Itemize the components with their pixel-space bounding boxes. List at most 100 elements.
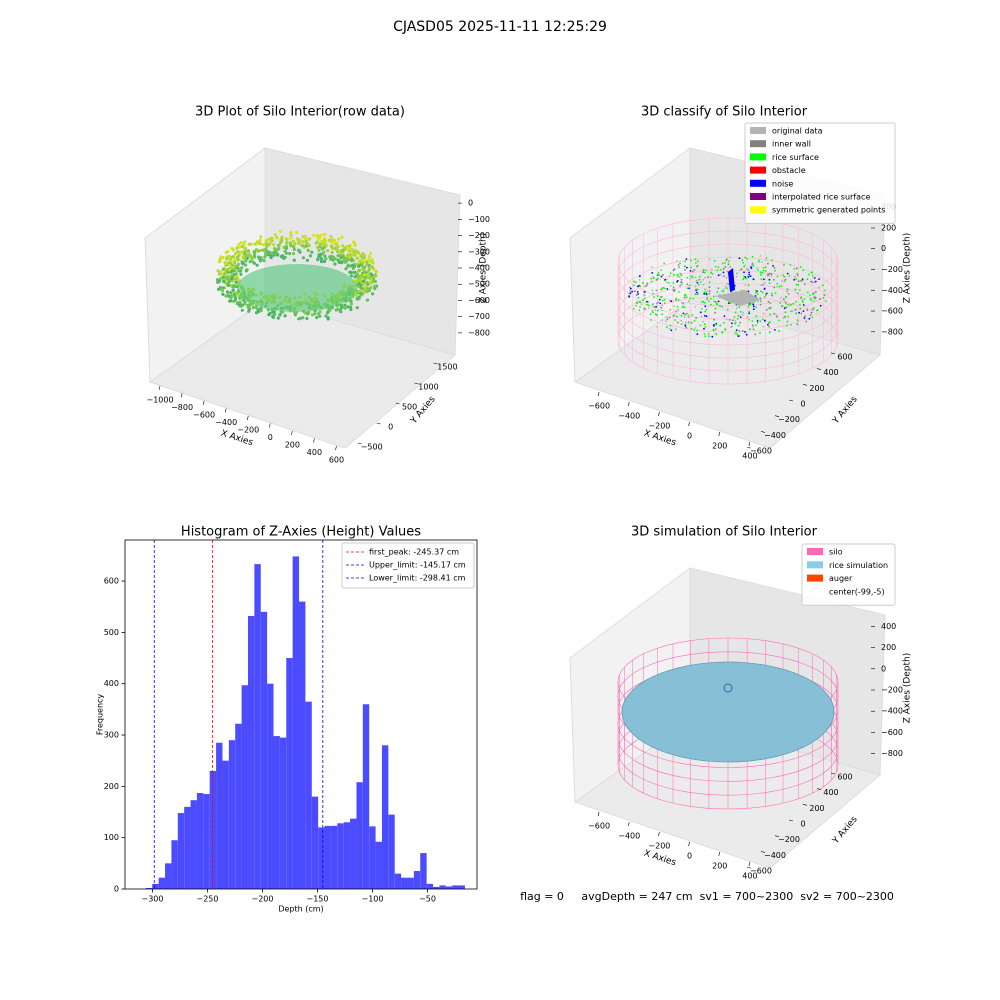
- x-tick-label: −400: [618, 832, 640, 841]
- cloud-point: [251, 256, 255, 260]
- cloud-point: [714, 311, 716, 314]
- cloud-point: [759, 320, 762, 323]
- bar: [413, 871, 421, 889]
- cloud-point: [810, 311, 813, 314]
- cloud-point: [714, 328, 717, 331]
- cloud-point: [725, 258, 728, 260]
- cloud-point: [738, 324, 740, 327]
- cloud-point: [738, 330, 741, 332]
- y-tick-label: 600: [837, 352, 852, 361]
- cloud-point: [759, 332, 761, 334]
- cloud-point: [639, 306, 641, 308]
- cloud-point: [790, 324, 792, 326]
- cloud-point: [782, 298, 785, 300]
- bar: [337, 823, 344, 889]
- cloud-point: [373, 273, 377, 277]
- cloud-point: [339, 306, 343, 310]
- cloud-point: [773, 278, 775, 281]
- cloud-point: [634, 281, 637, 284]
- cloud-point: [694, 327, 697, 329]
- cloud-point: [667, 281, 670, 284]
- cloud-point: [774, 292, 777, 294]
- cloud-point: [337, 237, 341, 241]
- cloud-point: [317, 236, 321, 240]
- cloud-point: [234, 280, 238, 284]
- cloud-point: [748, 271, 750, 274]
- cloud-point: [705, 269, 708, 272]
- cloud-point: [276, 316, 280, 320]
- cloud-point: [229, 299, 233, 303]
- cloud-point: [632, 307, 635, 310]
- cloud-point: [688, 300, 690, 303]
- cloud-point: [315, 233, 319, 238]
- x-tick-label: 600: [329, 456, 344, 465]
- cloud-point: [273, 233, 277, 237]
- cloud-point: [322, 259, 327, 264]
- cloud-point: [663, 302, 666, 305]
- cloud-point: [704, 276, 706, 279]
- cloud-point: [705, 309, 708, 311]
- cloud-point: [722, 267, 725, 270]
- legend-box: [801, 543, 896, 606]
- cloud-point: [256, 255, 261, 259]
- cloud-point: [781, 280, 783, 282]
- cloud-point: [714, 307, 717, 310]
- cloud-point: [698, 283, 700, 286]
- cloud-point: [695, 288, 698, 291]
- cloud-point: [703, 271, 706, 274]
- z-tick-label: −300: [468, 247, 490, 256]
- cloud-point: [788, 274, 791, 277]
- cloud-point: [248, 254, 253, 258]
- cloud-point: [243, 240, 247, 244]
- cloud-point: [774, 329, 776, 331]
- cloud-point: [719, 324, 722, 327]
- cloud-point: [752, 278, 755, 281]
- bar: [209, 770, 217, 889]
- cloud-point: [745, 333, 748, 336]
- z-tick-label: 0: [881, 244, 886, 253]
- cloud-point: [754, 292, 757, 294]
- cloud-point: [259, 235, 263, 239]
- cloud-point: [708, 286, 711, 289]
- cloud-point: [295, 230, 299, 235]
- cloud-point: [246, 303, 250, 308]
- cloud-point: [651, 304, 654, 307]
- cloud-point: [230, 274, 234, 278]
- cloud-point: [756, 321, 759, 324]
- cloud-point: [361, 267, 365, 271]
- cloud-point: [346, 253, 350, 257]
- cloud-point: [755, 324, 757, 327]
- cloud-point: [340, 261, 344, 265]
- cloud-point: [686, 283, 689, 286]
- cloud-point: [741, 330, 744, 332]
- cloud-point: [734, 311, 737, 314]
- cloud-point: [742, 277, 745, 280]
- cloud-point: [633, 280, 635, 283]
- legend-label: first_peak: -245.37 cm: [369, 548, 459, 557]
- cloud-point: [231, 255, 235, 259]
- cloud-point: [672, 286, 675, 289]
- cloud-point: [218, 279, 222, 283]
- cloud-point: [652, 292, 654, 295]
- y-tick-label: 500: [104, 628, 119, 637]
- cloud-point: [705, 315, 708, 318]
- cloud-point: [366, 275, 370, 279]
- x-tick-label: 200: [712, 862, 727, 871]
- cloud-point: [798, 311, 800, 314]
- bar: [190, 800, 197, 889]
- cloud-point: [661, 287, 663, 289]
- cloud-point: [684, 306, 686, 309]
- cloud-point: [715, 333, 718, 336]
- cloud-point: [278, 313, 282, 317]
- cloud-point: [768, 278, 771, 281]
- cloud-point: [668, 327, 671, 330]
- cloud-point: [697, 288, 699, 291]
- y-tick-label: −200: [778, 415, 800, 424]
- cloud-point: [738, 257, 741, 260]
- cloud-point: [769, 272, 771, 275]
- cloud-point: [757, 300, 759, 303]
- cloud-point: [338, 254, 342, 258]
- z-tick-label: 400: [881, 622, 896, 631]
- cloud-point: [704, 288, 706, 291]
- cloud-point: [367, 263, 371, 268]
